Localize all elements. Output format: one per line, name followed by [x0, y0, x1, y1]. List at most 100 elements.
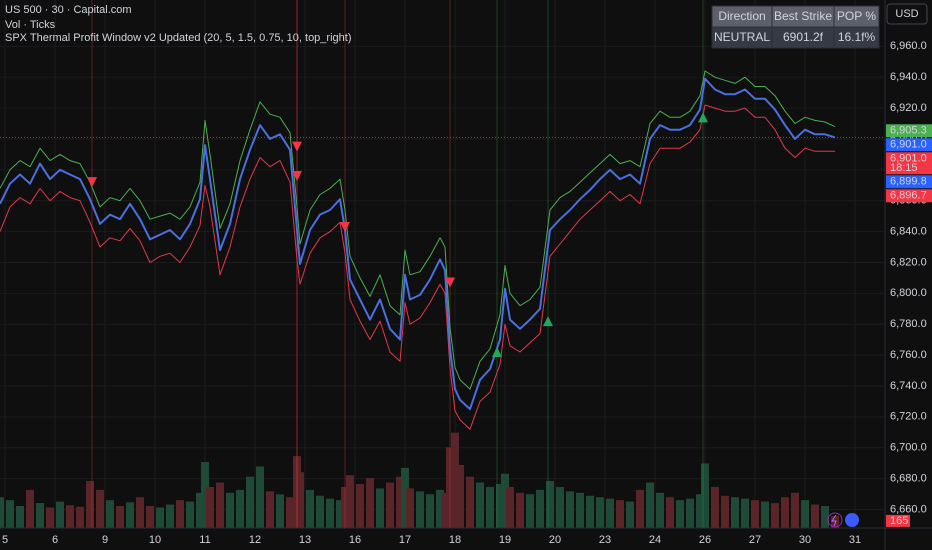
- volume-bar: [526, 494, 534, 528]
- volume-bar: [546, 481, 554, 528]
- x-tick-label: 18: [449, 534, 461, 546]
- table-cell: NEUTRAL: [714, 30, 770, 44]
- price-label: 6,901.0: [890, 139, 927, 151]
- volume-bar: [126, 502, 134, 528]
- volume-bar: [226, 492, 234, 528]
- volume-bar: [781, 497, 789, 528]
- chart-title: US 500 · 30 · Capital.com: [5, 4, 132, 16]
- y-tick-label: 6,820.0: [890, 256, 927, 268]
- volume-bar: [761, 501, 769, 528]
- volume-bar: [186, 501, 194, 528]
- volume-bar: [831, 515, 839, 528]
- price-label-box: [886, 175, 932, 189]
- y-tick-label: 6,720.0: [890, 411, 927, 423]
- volume-bar: [6, 500, 14, 528]
- table-cell-box: [833, 26, 880, 49]
- volume-bar: [86, 481, 94, 528]
- table-header: POP %: [837, 9, 876, 23]
- currency[interactable]: USD: [895, 8, 918, 20]
- volume-bar: [36, 503, 44, 528]
- volume-bar: [376, 488, 384, 528]
- volume-bar: [686, 498, 694, 528]
- volume-bar: [116, 506, 124, 528]
- volume-bar: [486, 486, 494, 528]
- volume-bar: [451, 432, 459, 528]
- volume-bar: [536, 489, 544, 528]
- signal-marker: [87, 177, 97, 188]
- volume-bar: [96, 489, 104, 528]
- price-label: 6,899.8: [890, 176, 927, 188]
- y-tick-label: 6,940.0: [890, 71, 927, 83]
- volume-bar: [401, 467, 409, 528]
- price-label-box: [886, 152, 932, 175]
- table-header: Direction: [718, 9, 765, 23]
- volume-bar: [791, 492, 799, 528]
- series-line: [0, 77, 836, 411]
- signal-marker: [698, 112, 708, 123]
- volume-bar: [741, 498, 749, 528]
- volume-bar: [206, 486, 214, 528]
- volume-bar: [346, 475, 354, 528]
- y-tick-label: 6,700.0: [890, 442, 927, 454]
- volume-bar: [256, 466, 264, 528]
- x-tick-label: 31: [849, 534, 861, 546]
- subtitle: Vol · Ticks: [5, 19, 56, 31]
- y-tick-label: 6,840.0: [890, 225, 927, 237]
- volume-bar: [46, 507, 54, 528]
- y-tick-label: 6,780.0: [890, 318, 927, 330]
- volume-bar: [396, 476, 404, 528]
- x-tick-label: 26: [699, 534, 711, 546]
- volume-bar: [236, 489, 244, 528]
- volume-bar: [356, 484, 364, 528]
- x-tick-label: 23: [599, 534, 611, 546]
- volume-bar: [676, 500, 684, 528]
- volume-bar: [156, 507, 164, 528]
- volume-bar: [16, 506, 24, 528]
- volume-bar: [341, 486, 349, 528]
- volume-bar: [326, 498, 334, 528]
- price-label: 6,905.3: [890, 125, 927, 137]
- volume-bar: [441, 492, 449, 528]
- volume-bar: [196, 492, 204, 528]
- x-tick-label: 5: [2, 534, 8, 546]
- volume-bar: [286, 497, 294, 528]
- x-tick-label: 24: [649, 534, 661, 546]
- price-label-time: 18:15: [890, 162, 918, 174]
- volume-bar: [646, 482, 654, 528]
- volume-bar: [596, 497, 604, 528]
- y-tick-label: 6,660.0: [890, 503, 927, 515]
- x-tick-label: 16: [349, 534, 361, 546]
- icon[interactable]: [845, 513, 859, 527]
- volume-bar: [66, 505, 74, 528]
- volume-bar: [501, 473, 509, 528]
- volume-bar: [616, 500, 624, 528]
- signal-marker: [492, 347, 502, 357]
- volume-bar: [136, 497, 144, 528]
- volume-bar: [0, 497, 4, 528]
- x-tick-label: 17: [399, 534, 411, 546]
- volume-bar: [711, 486, 719, 528]
- y-tick-label: 6,760.0: [890, 349, 927, 361]
- icon[interactable]: [827, 512, 843, 528]
- volume-bar: [701, 463, 709, 528]
- volume-bar: [811, 504, 819, 528]
- volume-bar: [316, 495, 324, 528]
- volume-bar: [296, 472, 304, 528]
- volume-bar: [576, 492, 584, 528]
- volume-bar: [406, 488, 414, 528]
- volume-bar: [246, 476, 254, 528]
- volume-bar: [721, 495, 729, 528]
- volume-bar: [666, 497, 674, 528]
- volume-bar: [416, 491, 424, 528]
- table-cell: 6901.2f: [783, 30, 824, 44]
- volume-bar: [516, 492, 524, 528]
- volume-bar: [436, 489, 444, 528]
- volume-label-box: [886, 514, 910, 527]
- signal-marker: [292, 141, 302, 152]
- currency-button[interactable]: [886, 3, 928, 25]
- volume-bar: [366, 478, 374, 528]
- x-tick-label: 30: [799, 534, 811, 546]
- price-label-box: [886, 124, 932, 138]
- signal-marker: [445, 277, 455, 288]
